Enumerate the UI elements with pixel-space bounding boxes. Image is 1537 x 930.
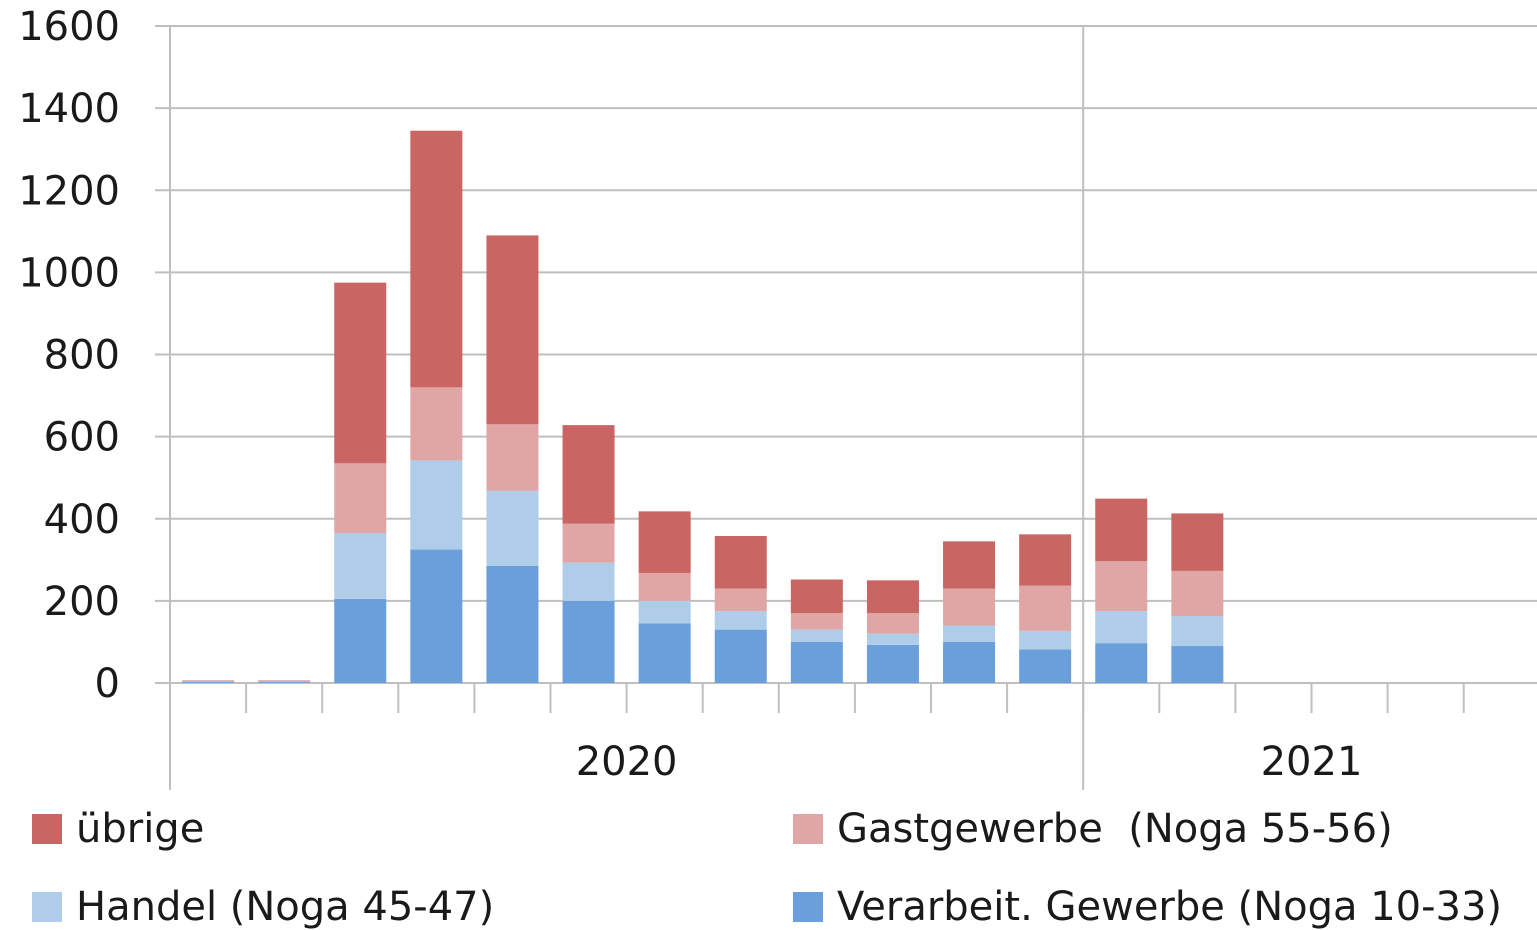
bar-segment [1171, 646, 1223, 683]
bar-segment [1019, 649, 1071, 683]
legend-item: übrige [32, 806, 204, 852]
legend-swatch [32, 814, 62, 844]
bar-segment [943, 626, 995, 642]
bar-segment [715, 611, 767, 629]
bar-segment [1171, 616, 1223, 646]
bar-segment [1095, 611, 1147, 643]
bar-segment [867, 645, 919, 683]
legend: übrige Gastgewerbe (Noga 55-56) Handel (No… [0, 790, 1537, 928]
bar-segment [1095, 643, 1147, 683]
bar-segment [410, 387, 462, 460]
bar-segment [1171, 571, 1223, 616]
bar-segment [410, 550, 462, 683]
legend-label: Handel (Noga 45-47) [76, 884, 494, 930]
bar-segment [1095, 499, 1147, 561]
bar-segment [943, 642, 995, 683]
bar-segment [943, 589, 995, 626]
bar-segment [410, 131, 462, 388]
legend-swatch [793, 814, 823, 844]
bar-segment [639, 623, 691, 683]
bar-segment [563, 524, 615, 563]
bar-segment [258, 682, 310, 683]
y-tick-label: 400 [44, 497, 120, 543]
legend-item: Gastgewerbe (Noga 55-56) [793, 806, 1393, 852]
y-tick-label: 0 [95, 661, 120, 707]
bar-segment [867, 613, 919, 634]
stacked-bar-chart: 0 200 400 600 800 1000 1200 1400 1600 2020 2021 [0, 0, 1537, 790]
bar-segment [1019, 631, 1071, 649]
bar-segment [486, 424, 538, 491]
bar-segment [334, 463, 386, 533]
bar-segment [182, 681, 234, 682]
x-year-label: 2020 [576, 739, 678, 785]
bar-segment [791, 613, 843, 629]
bar-segment [563, 425, 615, 524]
x-year-label: 2021 [1261, 739, 1363, 785]
bar-segment [715, 589, 767, 612]
bar-segment [867, 580, 919, 613]
bar-segment [258, 681, 310, 682]
bar-segment [791, 642, 843, 683]
legend-item: Handel (Noga 45-47) [32, 884, 494, 930]
bar-segment [1095, 561, 1147, 611]
bar-segment [563, 563, 615, 601]
bar-segment [715, 630, 767, 683]
bar-segment [486, 566, 538, 683]
y-tick-label: 200 [44, 579, 120, 625]
legend-swatch [32, 892, 62, 922]
legend-swatch [793, 892, 823, 922]
y-tick-label: 800 [44, 333, 120, 379]
legend-item: Verarbeit. Gewerbe (Noga 10-33) [793, 884, 1502, 930]
bar-segment [334, 533, 386, 599]
bar-segment [715, 536, 767, 589]
bar-segment [639, 573, 691, 601]
bar-segment [867, 634, 919, 645]
bar-segment [1019, 534, 1071, 585]
bar-segment [639, 511, 691, 573]
x-axis-year-labels: 2020 2021 [576, 739, 1363, 785]
bar-segment [486, 235, 538, 424]
y-tick-label: 1400 [18, 86, 120, 132]
y-tick-label: 1600 [18, 4, 120, 50]
bar-segment [791, 580, 843, 614]
bar-segment [410, 460, 462, 549]
y-tick-label: 600 [44, 415, 120, 461]
bar-segment [182, 682, 234, 683]
y-tick-label: 1200 [18, 168, 120, 214]
bar-segment [1171, 513, 1223, 570]
bar-segment [486, 491, 538, 566]
legend-label: Gastgewerbe (Noga 55-56) [837, 806, 1393, 852]
legend-label: übrige [76, 806, 204, 852]
bar-segment [1019, 586, 1071, 631]
bar-segment [943, 541, 995, 588]
legend-label: Verarbeit. Gewerbe (Noga 10-33) [837, 884, 1502, 930]
y-axis-tick-labels: 0 200 400 600 800 1000 1200 1400 1600 [18, 4, 120, 707]
bar-segment [563, 601, 615, 683]
bar-segment [791, 630, 843, 642]
bar-segment [334, 599, 386, 683]
y-tick-label: 1000 [18, 250, 120, 296]
bar-segment [639, 601, 691, 624]
bar-segment [334, 283, 386, 464]
